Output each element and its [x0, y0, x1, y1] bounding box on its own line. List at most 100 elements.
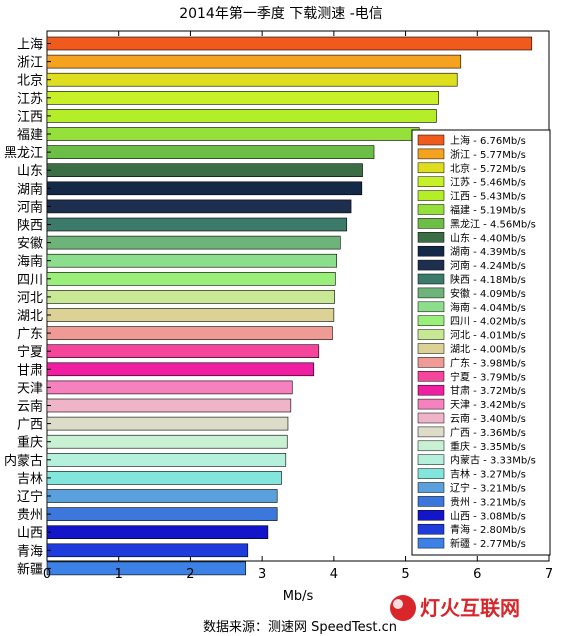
- x-tick-label: 1: [115, 567, 123, 582]
- x-tick-label: 7: [545, 567, 553, 582]
- bar: [46, 54, 462, 69]
- bar: [46, 163, 363, 177]
- legend-label: 内蒙古 - 3.33Mb/s: [450, 454, 536, 467]
- bar: [46, 380, 293, 395]
- legend-label: 安徽 - 4.09Mb/s: [450, 287, 526, 300]
- bar: [46, 271, 336, 286]
- legend-label: 天津 - 3.42Mb/s: [450, 399, 526, 411]
- legend-label: 四川 - 4.02Mb/s: [450, 317, 526, 328]
- category-label: 广东: [17, 327, 43, 342]
- legend-label: 山东 - 4.40Mb/s: [450, 231, 526, 244]
- legend-swatch: [417, 398, 445, 410]
- bar: [46, 326, 333, 340]
- legend-label: 黑龙江 - 4.56Mb/s: [450, 217, 536, 230]
- bar: [46, 253, 338, 268]
- legend-label: 贵州 - 3.21Mb/s: [450, 495, 526, 508]
- category-label: 山西: [17, 526, 43, 541]
- x-tick-label: 0: [43, 567, 51, 582]
- legend-label: 陕西 - 4.18Mb/s: [450, 273, 526, 286]
- bar: [46, 217, 348, 232]
- category-label: 云南: [17, 399, 43, 415]
- x-tick-label: 3: [258, 567, 266, 582]
- legend-swatch: [417, 301, 445, 313]
- legend-swatch: [417, 190, 445, 201]
- category-label: 北京: [17, 74, 43, 89]
- legend-label: 辽宁 - 3.21Mb/s: [450, 482, 526, 495]
- category-labels: 上海浙江北京江苏江西福建黑龙江山东湖南河南陕西安徽海南四川河北湖北广东宁夏甘肃天…: [4, 38, 51, 577]
- legend-swatch: [417, 218, 445, 229]
- legend-label: 吉林 - 3.27Mb/s: [450, 468, 526, 481]
- category-label: 浙江: [17, 56, 43, 71]
- legend-swatch: [417, 329, 445, 340]
- bar: [46, 36, 533, 51]
- legend-swatch: [417, 454, 445, 465]
- legend-swatch: [417, 523, 445, 535]
- legend-label: 云南 - 3.40Mb/s: [450, 412, 526, 425]
- x-tick-label: 2: [186, 567, 194, 582]
- category-label: 宁夏: [17, 344, 43, 360]
- bar: [46, 235, 341, 250]
- x-tick-label: 5: [401, 567, 409, 582]
- legend-label: 上海 - 6.76Mb/s: [450, 134, 526, 147]
- category-label: 新疆: [17, 561, 43, 577]
- x-axis-label: Mb/s: [283, 589, 314, 604]
- legend-label: 湖南 - 4.39Mb/s: [450, 245, 526, 258]
- category-label: 海南: [17, 254, 43, 270]
- legend-swatch: [417, 537, 445, 549]
- legend-label: 甘肃 - 3.72Mb/s: [450, 384, 526, 397]
- bar: [46, 471, 282, 485]
- x-axis-ticks: 0 1 2 3 4 5 6 7: [43, 31, 553, 582]
- legend-swatch: [417, 315, 445, 326]
- legend-swatch: [417, 176, 445, 187]
- legend-label: 河南 - 4.24Mb/s: [450, 259, 526, 272]
- watermark-logo: 灯火互联网: [390, 595, 520, 621]
- legend-label: 宁夏 - 3.79Mb/s: [450, 370, 526, 383]
- legend-label: 重庆 - 3.35Mb/s: [450, 440, 526, 453]
- category-label: 安徽: [17, 237, 43, 252]
- bar: [46, 109, 437, 123]
- bar: [46, 199, 352, 214]
- category-label: 陕西: [17, 219, 43, 234]
- legend-swatch: [417, 482, 445, 493]
- category-label: 江苏: [17, 91, 43, 107]
- legend-swatch: [417, 357, 445, 368]
- bar: [46, 507, 278, 521]
- bar: [46, 398, 292, 413]
- legend-label: 山西 - 3.08Mb/s: [450, 510, 526, 522]
- category-label: 河北: [17, 291, 43, 306]
- bar: [46, 416, 289, 431]
- bar: [46, 145, 375, 159]
- legend-label: 广西 - 3.36Mb/s: [450, 427, 526, 439]
- category-label: 四川: [17, 273, 43, 288]
- bars-group: [46, 36, 533, 576]
- bar: [46, 525, 269, 540]
- bar: [46, 91, 439, 105]
- bar: [46, 344, 320, 359]
- bar: [46, 290, 335, 304]
- category-label: 江西: [17, 110, 43, 125]
- category-label: 河南: [17, 199, 43, 215]
- category-label: 内蒙古: [4, 453, 43, 469]
- legend-swatch: [417, 384, 445, 396]
- category-label: 重庆: [17, 435, 43, 451]
- category-label: 青海: [17, 544, 43, 559]
- legend-label: 北京 - 5.72Mb/s: [450, 162, 526, 175]
- legend-swatch: [417, 496, 445, 507]
- category-label: 广西: [17, 418, 43, 433]
- legend-swatch: [417, 287, 445, 299]
- legend-label: 广东 - 3.98Mb/s: [450, 356, 526, 369]
- legend-label: 湖北 - 4.00Mb/s: [450, 344, 526, 356]
- source-note: 数据来源：测速网 SpeedTest.cn: [203, 620, 397, 635]
- logo-circle: [390, 595, 416, 621]
- legend-label: 福建 - 5.19Mb/s: [450, 204, 526, 217]
- legend-label: 江苏 - 5.46Mb/s: [450, 176, 526, 189]
- bar: [46, 362, 315, 377]
- legend-swatch: [417, 343, 445, 354]
- bar: [46, 489, 278, 503]
- legend-swatch: [417, 510, 445, 521]
- legend-swatch: [417, 232, 445, 243]
- legend-swatch: [417, 245, 445, 257]
- legend-swatch: [417, 204, 445, 215]
- category-label: 山东: [17, 164, 43, 179]
